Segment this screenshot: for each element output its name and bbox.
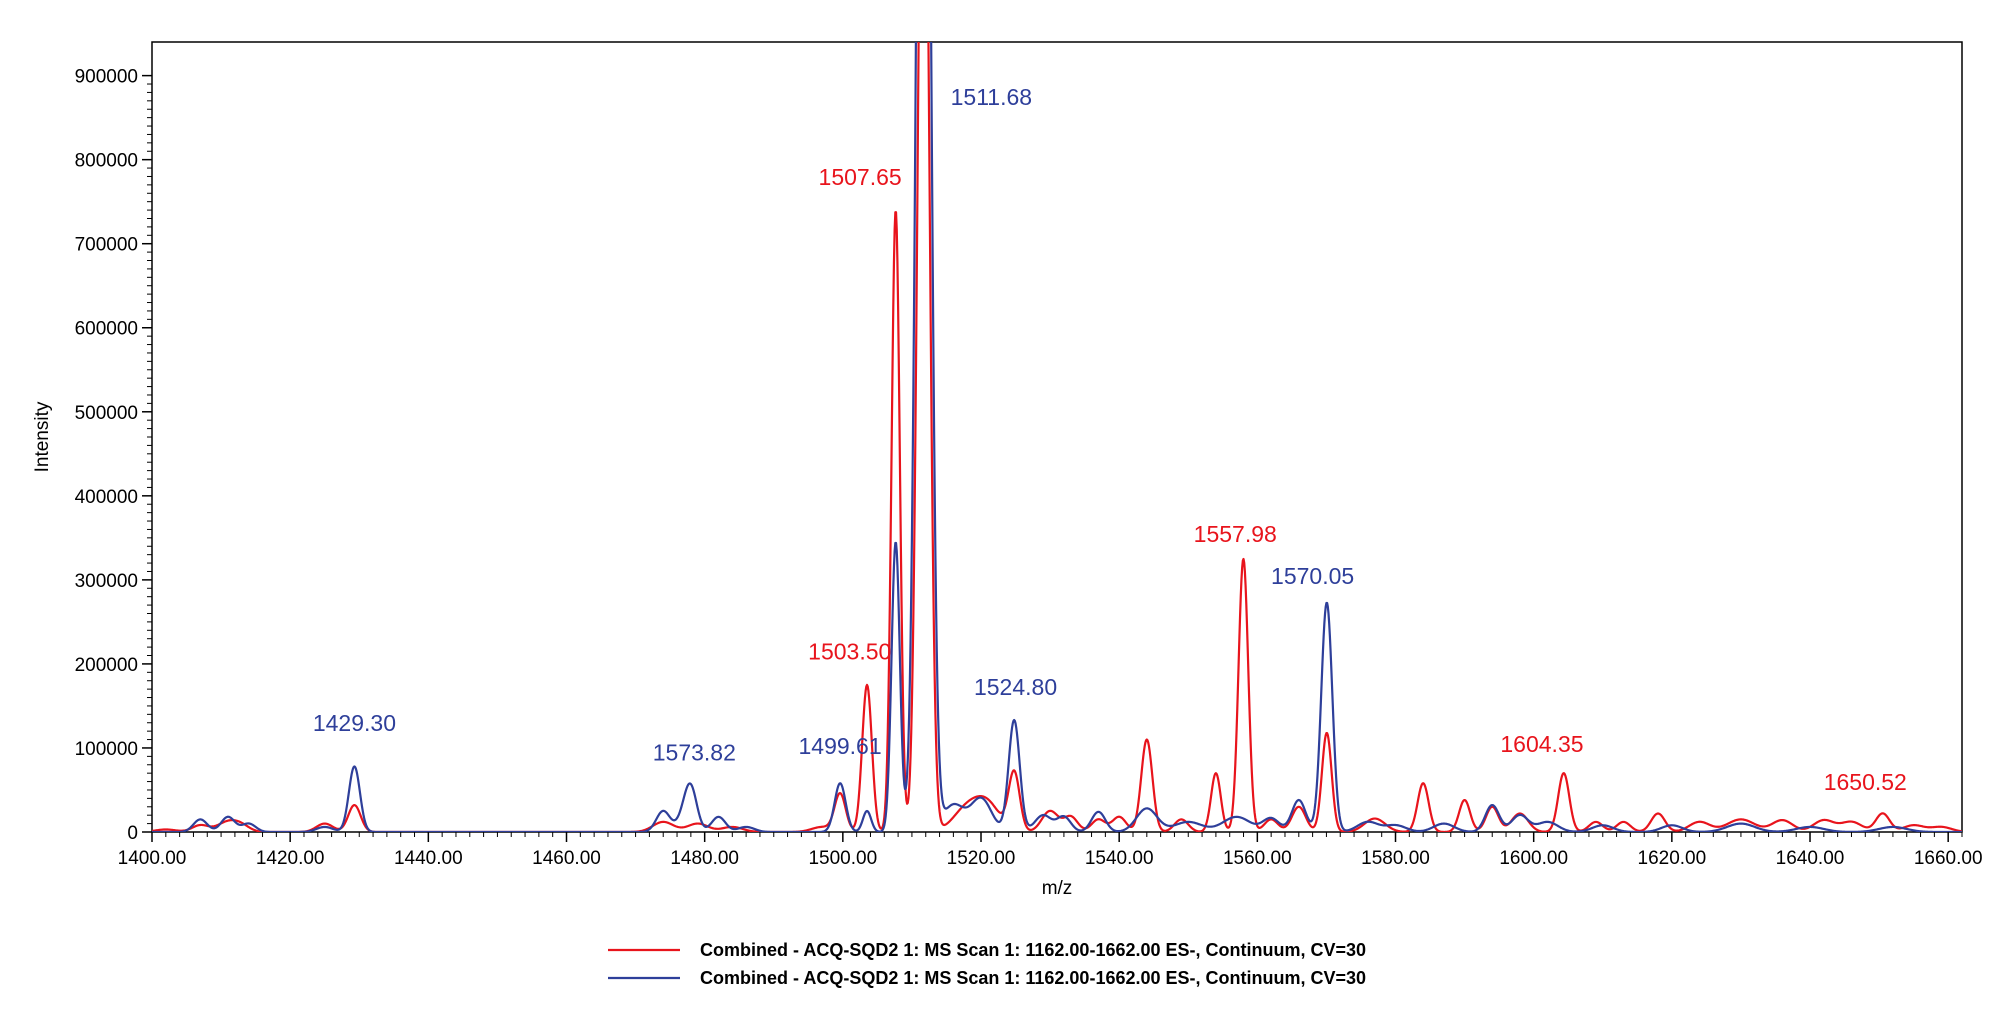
x-axis-ticks: 1400.00 1420.00 1440.00 1460.00 1480.00 1500.… (118, 832, 1983, 869)
x-tick-label: 1620.00 (1638, 848, 1707, 869)
x-tick-label: 1660.00 (1914, 848, 1983, 869)
peak-label: 1557.98 (1194, 521, 1277, 547)
peak-label: 1524.80 (974, 674, 1057, 700)
x-axis-title: m/z (1042, 878, 1073, 899)
y-axis-ticks: 0 100000 200000 300000 400000 500000 600000 700… (75, 67, 152, 844)
x-tick-label: 1420.00 (256, 848, 325, 869)
y-tick-label: 0 (127, 823, 138, 844)
x-tick-label: 1560.00 (1223, 848, 1292, 869)
peak-label: 1503.50 (808, 639, 891, 665)
y-tick-label: 200000 (75, 655, 138, 676)
peak-label: 1573.82 (653, 740, 736, 766)
x-tick-label: 1480.00 (670, 848, 739, 869)
x-tick-label: 1500.00 (808, 848, 877, 869)
peak-annotations: 1429.30 1573.82 1499.61 1503.50 1507.65 1511.… (313, 84, 1907, 795)
peak-label: 1650.52 (1824, 769, 1907, 795)
y-tick-label: 500000 (75, 403, 138, 424)
legend-label: Combined - ACQ-SQD2 1: MS Scan 1: 1162.0… (700, 940, 1366, 960)
legend: Combined - ACQ-SQD2 1: MS Scan 1: 1162.0… (608, 940, 1366, 988)
x-tick-label: 1440.00 (394, 848, 463, 869)
x-tick-label: 1520.00 (947, 848, 1016, 869)
peak-label: 1604.35 (1500, 731, 1583, 757)
y-tick-label: 300000 (75, 571, 138, 592)
y-tick-label: 900000 (75, 67, 138, 88)
spectrum-trace-1 (152, 42, 1962, 832)
y-tick-label: 400000 (75, 487, 138, 508)
legend-label: Combined - ACQ-SQD2 1: MS Scan 1: 1162.0… (700, 968, 1366, 988)
x-tick-label: 1580.00 (1361, 848, 1430, 869)
peak-label: 1429.30 (313, 710, 396, 736)
spectrum-trace-2 (152, 42, 1962, 832)
x-tick-label: 1400.00 (118, 848, 187, 869)
x-tick-label: 1460.00 (532, 848, 601, 869)
y-tick-label: 100000 (75, 739, 138, 760)
y-tick-label: 600000 (75, 319, 138, 340)
x-tick-label: 1540.00 (1085, 848, 1154, 869)
plot-area (151, 41, 1963, 833)
y-tick-label: 700000 (75, 235, 138, 256)
x-tick-label: 1640.00 (1776, 848, 1845, 869)
y-tick-label: 800000 (75, 151, 138, 172)
x-tick-label: 1600.00 (1499, 848, 1568, 869)
peak-label: 1507.65 (819, 164, 902, 190)
peak-label: 1570.05 (1271, 563, 1354, 589)
peak-label: 1499.61 (799, 733, 882, 759)
series-layer (152, 42, 1962, 832)
y-axis-title: Intensity (32, 401, 53, 472)
peak-label: 1511.68 (951, 84, 1032, 110)
